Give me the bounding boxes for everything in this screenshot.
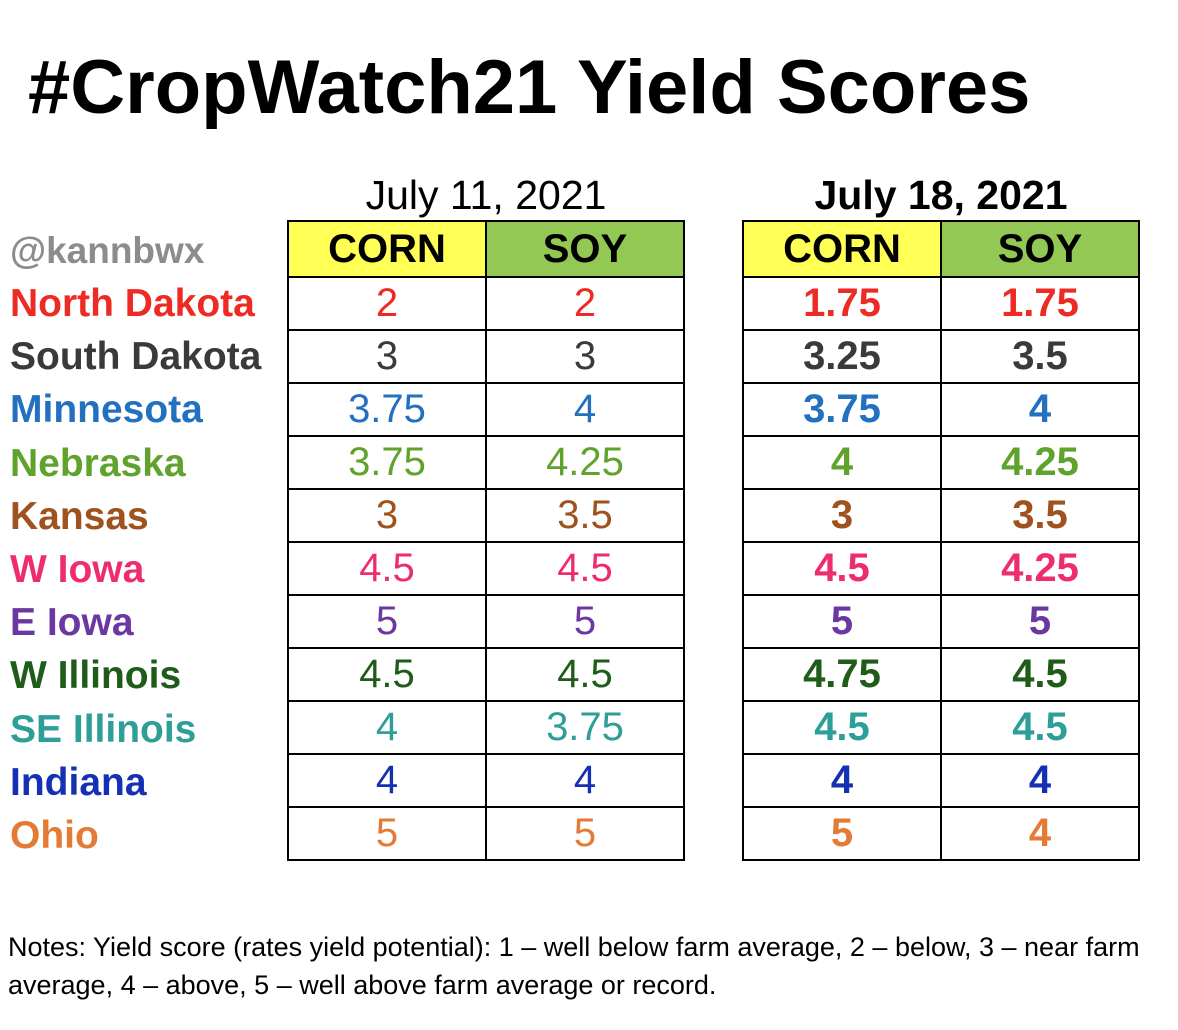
corn-score-cell: 4	[287, 700, 487, 755]
page-title: #CropWatch21 Yield Scores	[28, 45, 1031, 130]
corn-column-header: CORN	[287, 220, 487, 278]
corn-score-cell: 1.75	[742, 276, 942, 331]
table-row: 4.5 4.25	[742, 541, 1140, 596]
state-label: W Illinois	[10, 654, 182, 698]
date-header-july-11: July 11, 2021	[365, 172, 607, 218]
scores-table-july-11: CORN SOY 2 2 3 3 3.75 4 3.75 4.25 3 3.5 4.5 4.5 5 5 4.…	[287, 220, 685, 861]
soy-score-cell: 1.75	[940, 276, 1140, 331]
table-row: 4.5 4.5	[287, 541, 685, 596]
state-label: Minnesota	[10, 388, 203, 432]
soy-score-cell: 4	[485, 753, 685, 808]
table-row: 4.5 4.5	[287, 647, 685, 702]
table-row: 3.75 4	[742, 382, 1140, 437]
corn-score-cell: 3.25	[742, 329, 942, 384]
state-label: SE Illinois	[10, 707, 197, 751]
soy-score-cell: 5	[940, 594, 1140, 649]
state-label: Nebraska	[10, 441, 186, 485]
table-row: 3.75 4.25	[287, 435, 685, 490]
soy-score-cell: 5	[485, 806, 685, 861]
state-label: South Dakota	[10, 335, 262, 379]
corn-score-cell: 3.75	[287, 382, 487, 437]
soy-score-cell: 4.5	[485, 541, 685, 596]
table-row: 4.75 4.5	[742, 647, 1140, 702]
corn-score-cell: 4	[287, 753, 487, 808]
table-row: 3 3.5	[742, 488, 1140, 543]
table-row: 3.75 4	[287, 382, 685, 437]
corn-score-cell: 4	[742, 753, 942, 808]
corn-score-cell: 4.5	[742, 700, 942, 755]
soy-score-cell: 4.25	[485, 435, 685, 490]
soy-score-cell: 3.5	[940, 329, 1140, 384]
state-label: Kansas	[10, 494, 149, 538]
corn-score-cell: 4.75	[742, 647, 942, 702]
soy-score-cell: 4.5	[485, 647, 685, 702]
soy-score-cell: 4.5	[940, 647, 1140, 702]
table-row: 1.75 1.75	[742, 276, 1140, 331]
table-row: 3 3.5	[287, 488, 685, 543]
soy-score-cell: 4	[940, 806, 1140, 861]
soy-score-cell: 3.5	[940, 488, 1140, 543]
state-label: E Iowa	[10, 601, 134, 645]
state-label: W Iowa	[10, 547, 145, 591]
corn-score-cell: 5	[742, 806, 942, 861]
soy-score-cell: 4.25	[940, 541, 1140, 596]
soy-score-cell: 4.25	[940, 435, 1140, 490]
corn-score-cell: 4.5	[287, 541, 487, 596]
soy-column-header: SOY	[485, 220, 685, 278]
soy-score-cell: 3	[485, 329, 685, 384]
corn-score-cell: 3.75	[287, 435, 487, 490]
state-label: North Dakota	[10, 282, 255, 325]
corn-score-cell: 4.5	[742, 541, 942, 596]
corn-score-cell: 3.75	[742, 382, 942, 437]
table-row: 3.25 3.5	[742, 329, 1140, 384]
scores-table-july-18: CORN SOY 1.75 1.75 3.25 3.5 3.75 4 4 4.25 3 3.5 4.…	[742, 220, 1140, 861]
soy-score-cell: 4	[940, 382, 1140, 437]
soy-score-cell: 4.5	[940, 700, 1140, 755]
soy-score-cell: 3.75	[485, 700, 685, 755]
state-labels-column: North Dakota South Dakota Minnesota Nebrask…	[10, 276, 286, 861]
table-row: 4 3.75	[287, 700, 685, 755]
table-row: 4.5 4.5	[742, 700, 1140, 755]
corn-score-cell: 5	[742, 594, 942, 649]
author-handle: @kannbwx	[10, 230, 205, 271]
soy-score-cell: 4	[485, 382, 685, 437]
corn-score-cell: 5	[287, 594, 487, 649]
corn-column-header: CORN	[742, 220, 942, 278]
state-label: Indiana	[10, 760, 147, 804]
corn-score-cell: 4	[742, 435, 942, 490]
soy-column-header: SOY	[940, 220, 1140, 278]
corn-score-cell: 4.5	[287, 647, 487, 702]
soy-score-cell: 5	[485, 594, 685, 649]
corn-score-cell: 5	[287, 806, 487, 861]
soy-score-cell: 4	[940, 753, 1140, 808]
state-label: Ohio	[10, 813, 99, 857]
corn-score-cell: 3	[287, 488, 487, 543]
corn-score-cell: 3	[287, 329, 487, 384]
soy-score-cell: 2	[485, 276, 685, 331]
corn-score-cell: 2	[287, 276, 487, 331]
soy-score-cell: 3.5	[485, 488, 685, 543]
table-row: 4 4.25	[742, 435, 1140, 490]
corn-score-cell: 3	[742, 488, 942, 543]
notes-text: Notes: Yield score (rates yield potentia…	[8, 932, 1140, 1000]
date-header-july-18: July 18, 2021	[814, 172, 1068, 218]
